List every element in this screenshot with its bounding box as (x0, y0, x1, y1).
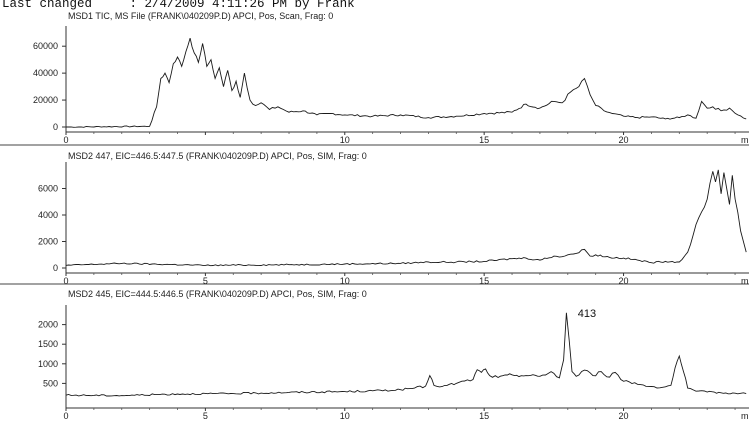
panel-2-x-tick-label: 15 (479, 276, 489, 286)
panel-3-x-tick-label: 20 (619, 411, 629, 421)
panel-3-y-tick-label: 1000 (38, 359, 58, 369)
panel-3-x-tick-label: 0 (63, 411, 68, 421)
panel-1-y-tick-label: 60000 (33, 41, 58, 51)
panel-1-x-unit: m (741, 135, 749, 145)
panel-3-y-tick-label: 500 (43, 378, 58, 388)
panel-2-x-tick-label: 5 (203, 276, 208, 286)
panel-1-x-tick-label: 15 (479, 135, 489, 145)
panel-2-y-tick-label: 0 (53, 263, 58, 273)
panel-3-y-tick-label: 2000 (38, 320, 58, 330)
panel-1-trace (66, 37, 747, 128)
panel-1-x-tick-label: 10 (340, 135, 350, 145)
panel-3-x-tick-label: 10 (340, 411, 350, 421)
panel-2-trace (65, 169, 747, 267)
panel-3-x-tick-label: 15 (479, 411, 489, 421)
panel-2-x-unit: m (741, 276, 749, 286)
panel-2-x-tick-label: 10 (340, 276, 350, 286)
panel-1-title: MSD1 TIC, MS File (FRANK\040209P.D) APCI… (68, 11, 333, 21)
header-label: Last changed (2, 0, 93, 11)
panel-3-x-unit: m (741, 411, 749, 421)
panel-3-peak-annotation: 413 (578, 308, 596, 320)
panel-2-x-tick-label: 0 (63, 276, 68, 286)
panel-2-y-tick-label: 6000 (38, 184, 58, 194)
panel-3-y-tick-label: 1500 (38, 339, 58, 349)
panel-1-x-tick-label: 0 (63, 135, 68, 145)
panel-1-y-tick-label: 20000 (33, 95, 58, 105)
panel-3-title: MSD2 445, EIC=444.5:446.5 (FRANK\040209P… (68, 289, 367, 299)
panel-2-title: MSD2 447, EIC=446.5:447.5 (FRANK\040209P… (68, 151, 367, 161)
header-value: : 2/4/2009 4:11:26 PM by Frank (129, 0, 355, 11)
last-changed-header: Last changed : 2/4/2009 4:11:26 PM by Fr… (2, 0, 355, 11)
panel-1-y-tick-label: 40000 (33, 68, 58, 78)
panel-3-trace (65, 312, 747, 397)
panel-1-y-tick-label: 0 (53, 122, 58, 132)
panel-2-y-tick-label: 4000 (38, 210, 58, 220)
panel-2-x-tick-label: 20 (619, 276, 629, 286)
panel-3-x-tick-label: 5 (203, 411, 208, 421)
panel-2-y-tick-label: 2000 (38, 237, 58, 247)
panel-1-x-tick-label: 20 (619, 135, 629, 145)
